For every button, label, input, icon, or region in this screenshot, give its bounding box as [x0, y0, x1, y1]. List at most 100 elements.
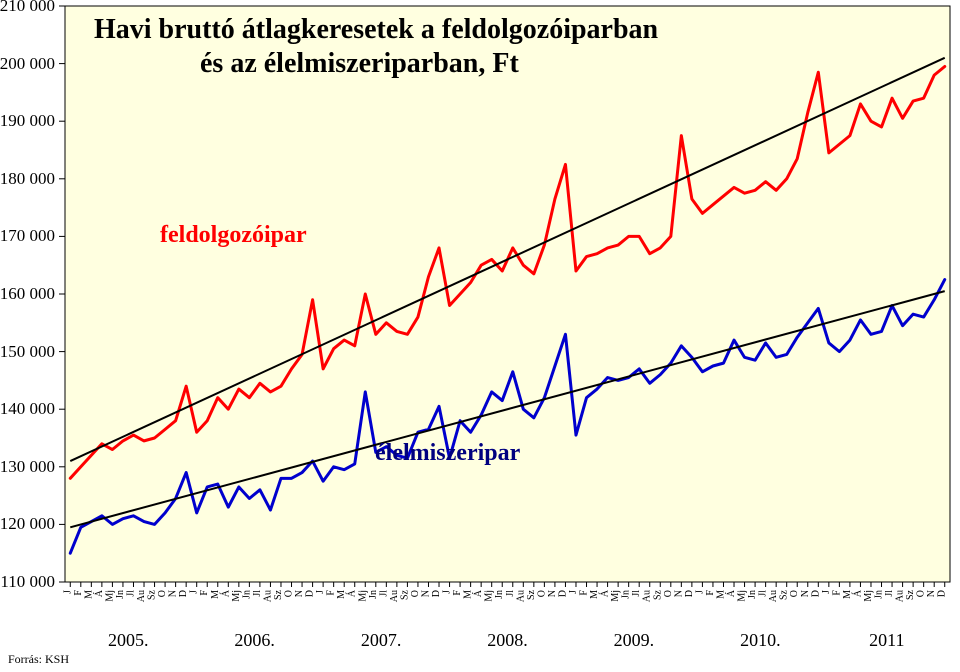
- y-tick-label: 180 000: [0, 169, 55, 189]
- plot-area: [65, 6, 950, 582]
- x-month-label: Mj: [231, 590, 242, 602]
- x-month-label: Au: [515, 590, 526, 602]
- x-month-label: Jl: [884, 590, 895, 597]
- x-month-label: O: [916, 590, 927, 597]
- x-month-label: O: [663, 590, 674, 597]
- x-year-label: 2009.: [614, 630, 655, 651]
- y-tick-label: 190 000: [0, 111, 55, 131]
- x-month-label: M: [210, 590, 221, 599]
- x-month-label: D: [305, 590, 316, 597]
- x-month-label: F: [705, 590, 716, 596]
- x-month-label: Sz: [273, 589, 284, 600]
- x-month-label: Jn: [115, 590, 126, 599]
- x-month-label: Jn: [747, 590, 758, 599]
- x-month-label: Au: [895, 590, 906, 602]
- x-month-label: Jn: [241, 590, 252, 599]
- x-month-label: D: [178, 590, 189, 597]
- x-month-label: Á: [725, 589, 737, 597]
- x-month-label: N: [168, 590, 179, 597]
- x-month-label: Au: [262, 590, 273, 602]
- x-month-label: Mj: [610, 590, 621, 602]
- x-month-label: D: [557, 590, 568, 597]
- x-month-label: J: [62, 590, 73, 594]
- chart-title-line2: és az élelmiszeriparban, Ft: [200, 48, 519, 80]
- x-month-label: J: [442, 590, 453, 594]
- x-month-label: Jl: [252, 590, 263, 597]
- chart-container: JFMÁMjJnJlAuSzONDJFMÁMjJnJlAuSzONDJFMÁMj…: [0, 0, 960, 667]
- x-month-label: J: [568, 590, 579, 594]
- x-month-label: Á: [219, 589, 231, 597]
- x-month-label: Á: [851, 589, 863, 597]
- x-year-label: 2010.: [740, 630, 781, 651]
- x-year-label: 2007.: [361, 630, 402, 651]
- x-month-label: M: [589, 590, 600, 599]
- y-tick-label: 210 000: [0, 0, 55, 16]
- x-month-label: Jn: [874, 590, 885, 599]
- x-month-label: M: [336, 590, 347, 599]
- x-month-label: J: [694, 590, 705, 594]
- x-month-label: Au: [389, 590, 400, 602]
- series-label-elelmiszeripar: élelmiszeripar: [375, 440, 520, 467]
- x-month-label: M: [715, 590, 726, 599]
- x-month-label: N: [800, 590, 811, 597]
- x-year-label: 2006.: [234, 630, 275, 651]
- y-tick-label: 130 000: [0, 457, 55, 477]
- x-month-label: D: [810, 590, 821, 597]
- x-month-label: Jl: [758, 590, 769, 597]
- x-month-label: Jn: [368, 590, 379, 599]
- x-month-label: F: [831, 590, 842, 596]
- x-month-label: D: [684, 590, 695, 597]
- x-month-label: Au: [642, 590, 653, 602]
- x-month-label: M: [83, 590, 94, 599]
- x-month-label: M: [842, 590, 853, 599]
- x-month-label: Á: [93, 589, 105, 597]
- y-tick-label: 110 000: [0, 572, 55, 592]
- x-month-label: Sz: [905, 589, 916, 600]
- x-month-label: D: [431, 590, 442, 597]
- x-month-label: Mj: [737, 590, 748, 602]
- x-month-label: N: [547, 590, 558, 597]
- x-month-label: Sz: [399, 589, 410, 600]
- x-month-label: Sz: [526, 589, 537, 600]
- y-tick-label: 150 000: [0, 342, 55, 362]
- x-month-label: F: [326, 590, 337, 596]
- x-month-label: Sz: [652, 589, 663, 600]
- x-month-label: F: [579, 590, 590, 596]
- x-month-label: O: [536, 590, 547, 597]
- x-month-label: Au: [136, 590, 147, 602]
- x-month-label: J: [189, 590, 200, 594]
- x-month-label: Jn: [621, 590, 632, 599]
- x-month-label: N: [420, 590, 431, 597]
- y-tick-label: 170 000: [0, 226, 55, 246]
- x-month-label: Á: [346, 589, 358, 597]
- x-month-label: Au: [768, 590, 779, 602]
- x-month-label: Mj: [104, 590, 115, 602]
- x-month-label: Sz: [779, 589, 790, 600]
- y-tick-label: 200 000: [0, 54, 55, 74]
- x-month-label: N: [294, 590, 305, 597]
- x-month-label: O: [789, 590, 800, 597]
- x-year-label: 2008.: [487, 630, 528, 651]
- x-month-label: Jl: [631, 590, 642, 597]
- x-month-label: Sz: [147, 589, 158, 600]
- series-label-feldolgozoipar: feldolgozóipar: [160, 222, 307, 249]
- source-label: Forrás: KSH: [8, 652, 69, 667]
- x-month-label: F: [73, 590, 84, 596]
- y-tick-label: 120 000: [0, 514, 55, 534]
- x-month-label: Jl: [378, 590, 389, 597]
- x-month-label: D: [937, 590, 948, 597]
- x-month-label: N: [926, 590, 937, 597]
- chart-svg: JFMÁMjJnJlAuSzONDJFMÁMjJnJlAuSzONDJFMÁMj…: [0, 0, 960, 667]
- x-month-label: Á: [472, 589, 484, 597]
- x-month-label: Jl: [125, 590, 136, 597]
- x-month-label: O: [284, 590, 295, 597]
- x-month-label: F: [199, 590, 210, 596]
- y-tick-label: 140 000: [0, 399, 55, 419]
- x-month-label: M: [463, 590, 474, 599]
- x-month-label: J: [821, 590, 832, 594]
- x-month-label: Mj: [863, 590, 874, 602]
- x-month-label: N: [673, 590, 684, 597]
- x-month-label: O: [410, 590, 421, 597]
- x-month-label: F: [452, 590, 463, 596]
- x-month-label: Mj: [357, 590, 368, 602]
